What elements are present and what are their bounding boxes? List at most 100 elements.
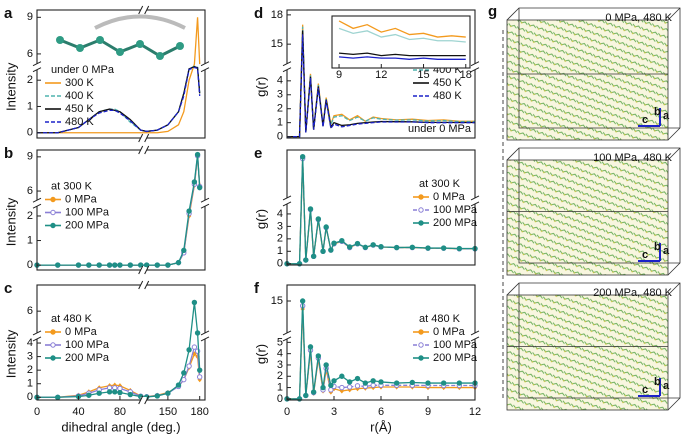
marker	[165, 262, 171, 268]
axis-break-mark	[282, 67, 292, 73]
series-line	[37, 155, 201, 266]
panel-letter: b	[4, 145, 13, 162]
panel-letter: g	[488, 3, 497, 20]
marker	[393, 244, 400, 251]
marker	[303, 392, 309, 399]
marker	[196, 184, 203, 191]
axis-break-mark	[138, 395, 144, 405]
series-line	[287, 34, 475, 138]
axis-break-mark	[144, 133, 150, 143]
legend-label: 0 MPa	[433, 326, 466, 338]
legend-label: 450 K	[65, 103, 94, 115]
axis-break	[472, 63, 478, 70]
marker	[362, 380, 369, 386]
axis-break-mark	[282, 61, 292, 67]
marker	[346, 384, 353, 390]
axis-break-mark	[282, 330, 292, 336]
y-tick-label: 0	[27, 391, 33, 403]
structure-label: 100 MPa, 480 K	[593, 152, 673, 164]
x-tick-label: 180	[191, 406, 209, 418]
y-tick-label: 0	[27, 127, 33, 139]
x-tick-label: 15	[417, 69, 429, 81]
y-tick-label: 1	[27, 378, 33, 390]
marker	[320, 248, 326, 254]
marker	[328, 247, 334, 253]
y-tick-label: 0	[277, 131, 283, 143]
axis-break	[34, 63, 40, 70]
axis-break	[284, 332, 290, 339]
marker	[196, 367, 203, 373]
marker	[154, 393, 160, 399]
legend-label: 100 MPa	[65, 206, 110, 218]
x-tick-label: 18	[460, 69, 472, 81]
structure-box-edge	[506, 147, 681, 276]
x-tick-label: 12	[469, 406, 481, 418]
y-tick-label: 4	[277, 208, 283, 220]
series-line	[37, 154, 201, 266]
annotation: under 0 MPa	[51, 64, 115, 76]
marker	[323, 362, 329, 368]
marker	[393, 380, 400, 386]
y-tick-label: 2	[277, 103, 283, 115]
marker	[307, 206, 314, 212]
marker	[117, 262, 123, 268]
axis-break	[140, 267, 147, 273]
marker	[315, 353, 322, 359]
panel-inset: 9 12 15 18	[331, 15, 472, 81]
x-tick-label: 0	[34, 406, 40, 418]
annotation: at 480 K	[419, 313, 461, 325]
axis-break-mark	[144, 395, 150, 405]
axis-break-mark	[144, 5, 150, 15]
axis-break-mark	[200, 330, 210, 336]
x-tick-label: 12	[375, 69, 387, 81]
marker	[354, 240, 361, 247]
legend-label: 300 K	[65, 77, 94, 89]
x-tick-label: 80	[114, 406, 126, 418]
y-axis-label: g(r)	[253, 344, 268, 364]
y-tick-label: 2	[277, 233, 283, 245]
y-tick-label: 0	[277, 258, 283, 270]
series-line	[37, 156, 201, 266]
y-tick-label: 3	[277, 359, 283, 371]
y-tick-label: 6	[27, 305, 33, 317]
axis-break-mark	[470, 336, 480, 342]
axes-frame	[36, 284, 206, 401]
series-line	[37, 17, 201, 134]
y-tick-label: 1	[277, 381, 283, 393]
panel-letter: e	[254, 145, 262, 162]
axis-break	[140, 147, 147, 153]
marker	[440, 380, 447, 386]
legend-label: 100 MPa	[433, 204, 478, 216]
marker	[197, 377, 202, 383]
marker	[299, 154, 306, 160]
marker	[96, 262, 102, 268]
structure-box	[506, 19, 669, 141]
marker	[354, 383, 361, 389]
series-line	[37, 65, 201, 134]
axis-break	[202, 63, 208, 70]
axis-break-mark	[32, 197, 42, 203]
structure-box-edge	[506, 7, 681, 141]
y-axis-label: g(r)	[253, 77, 268, 97]
axis-break	[34, 332, 40, 339]
marker	[175, 382, 182, 388]
axis-break-mark	[138, 133, 144, 143]
marker	[440, 245, 447, 251]
y-tick-label: 3	[277, 89, 283, 101]
marker	[112, 382, 117, 388]
axis-break-mark	[32, 67, 42, 73]
annotation: under 0 MPa	[408, 123, 472, 135]
y-tick-label: 18	[271, 9, 283, 21]
marker	[55, 394, 61, 400]
y-tick-label: 2	[277, 370, 283, 382]
y-tick-label: 3	[277, 220, 283, 232]
y-tick-label: 1	[277, 245, 283, 257]
molecule-illustration	[56, 14, 186, 60]
series-line	[287, 30, 475, 138]
marker	[331, 378, 337, 384]
marker	[346, 244, 353, 250]
marker	[55, 262, 61, 268]
y-tick-label: 1	[277, 117, 283, 129]
marker	[346, 379, 353, 385]
marker	[425, 380, 431, 386]
